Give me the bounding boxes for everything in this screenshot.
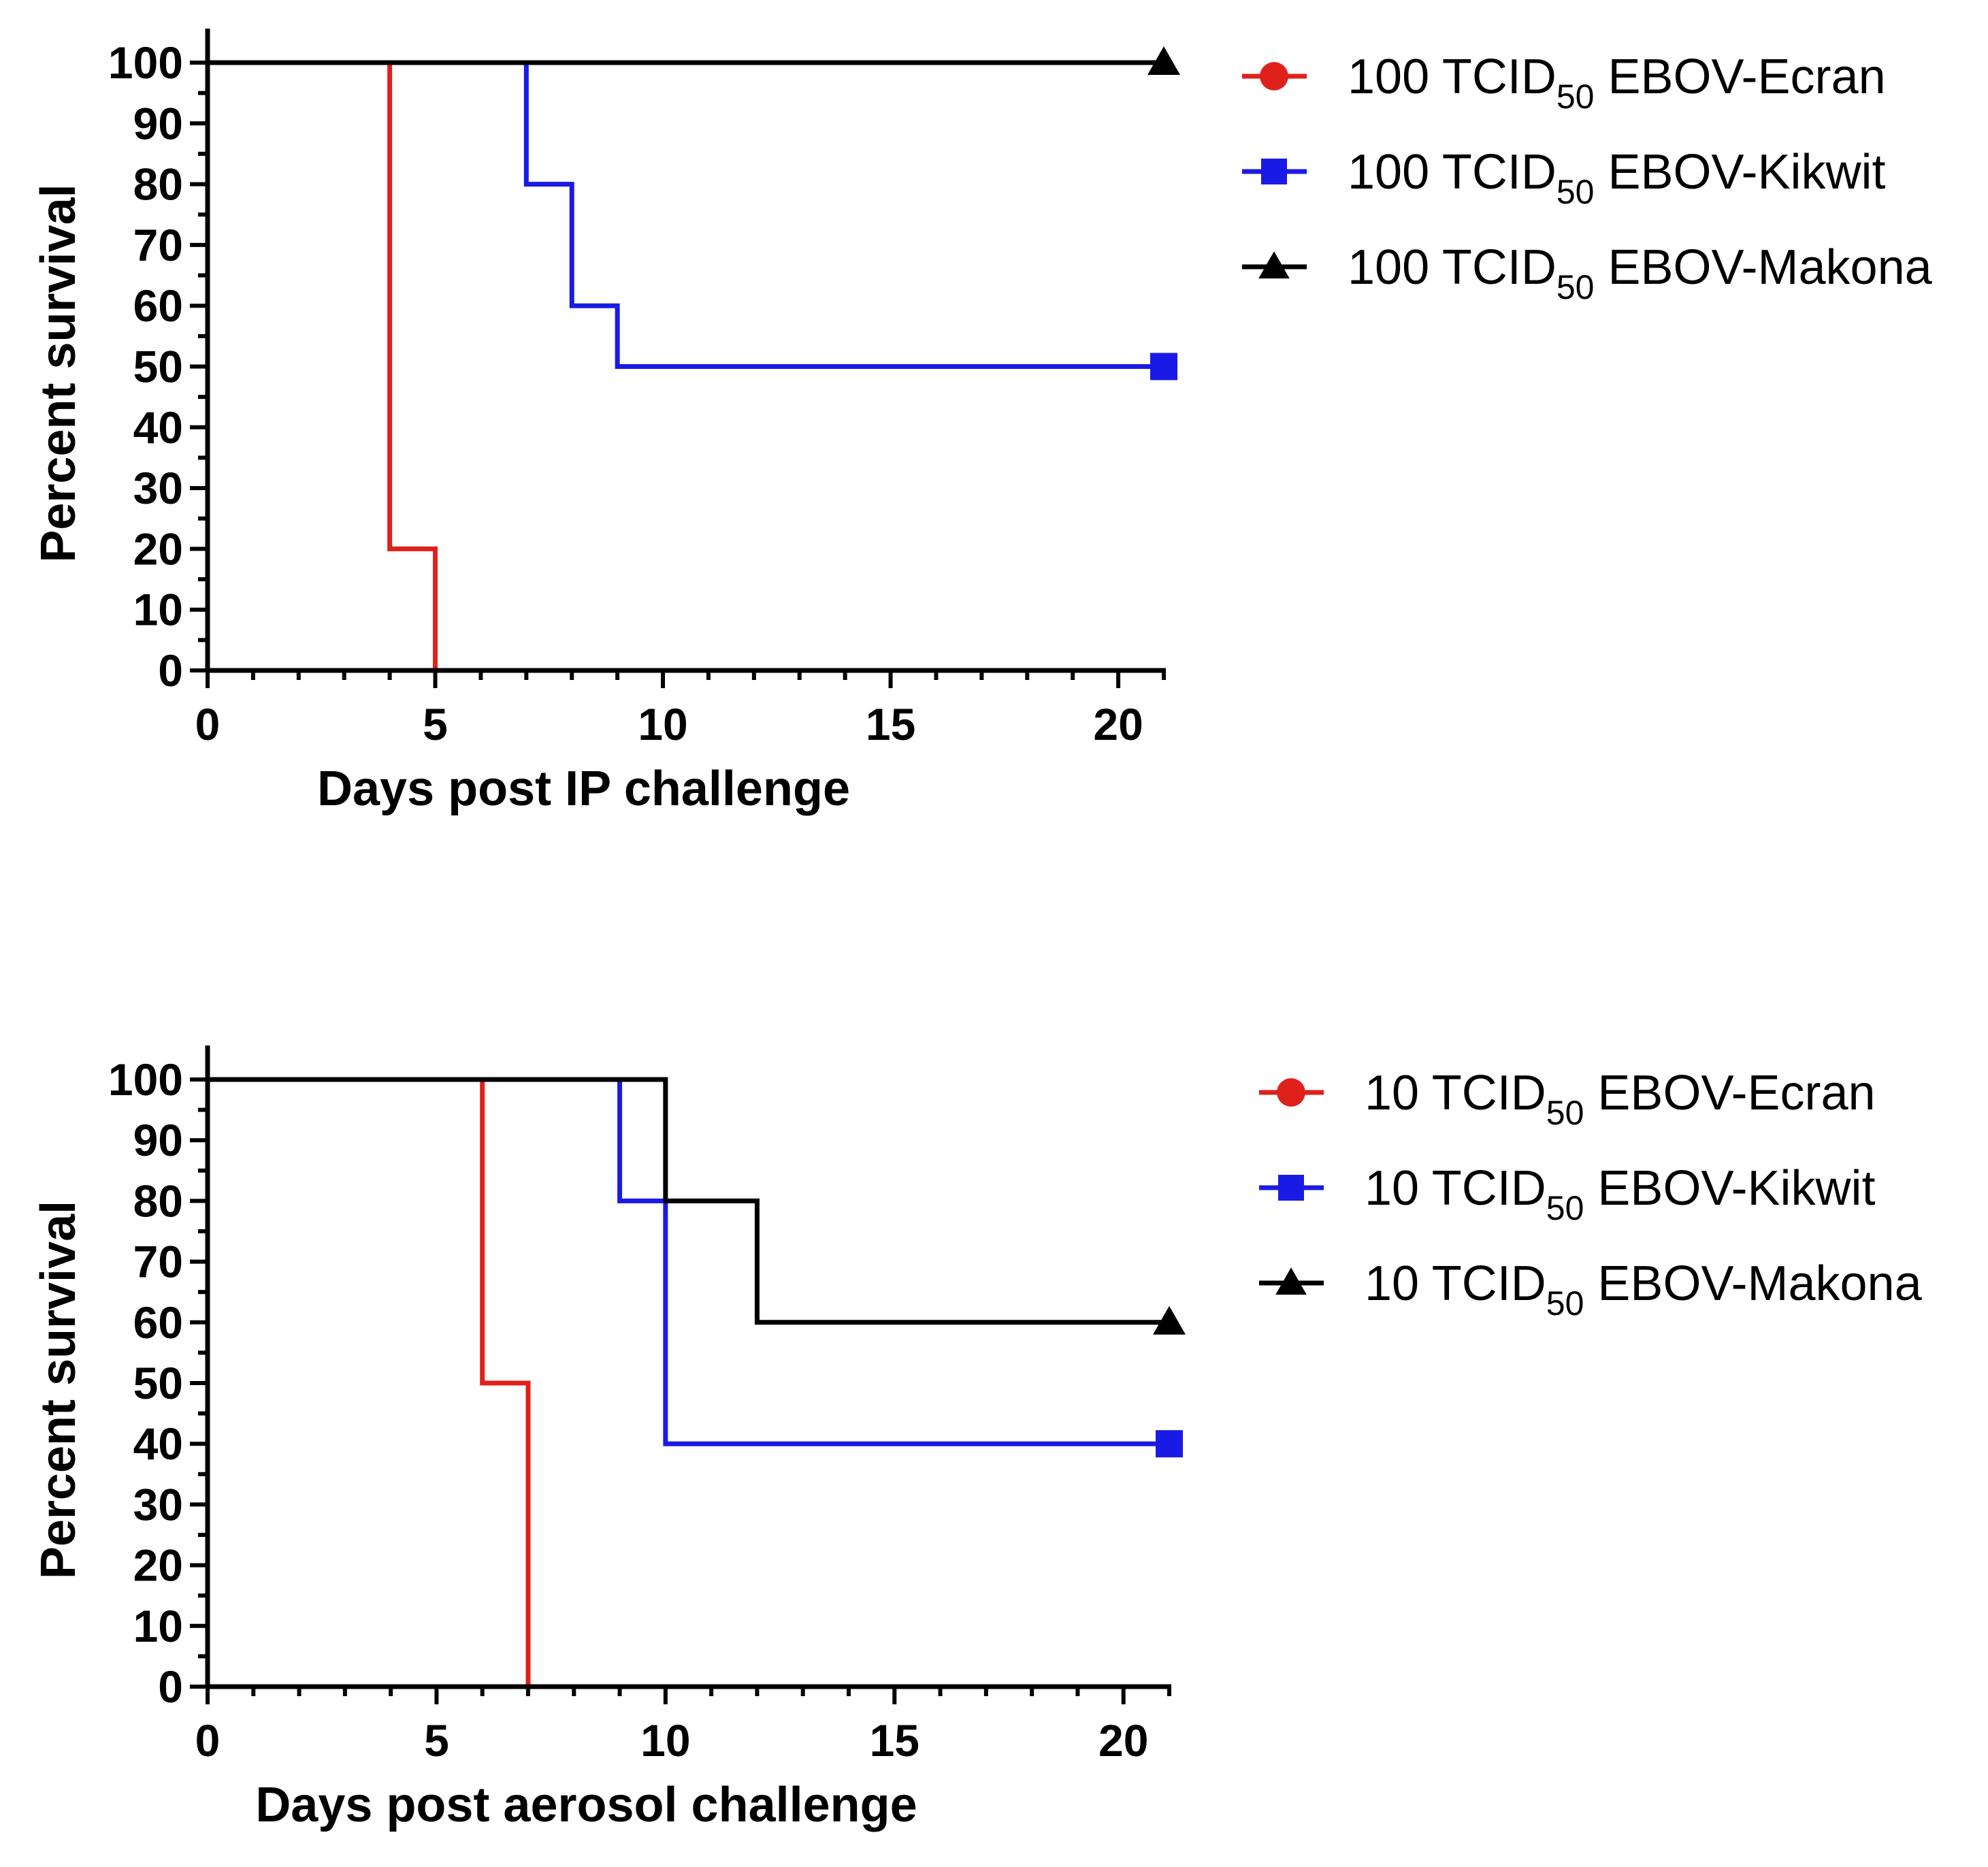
legend-label: 100 TCID50 EBOV-Ecran [1348,50,1886,116]
x-tick-label: 15 [866,699,915,749]
legend-entry: 100 TCID50 EBOV-Kikwit [1242,145,1886,211]
y-tick-label: 90 [133,1115,183,1165]
aerosol-challenge-panel: 0 10 20 30 40 50 60 70 80 90 100 0 5 10 15 20 Days post … [31,1045,1923,1832]
x-tick-label: 5 [423,699,448,749]
y-tick-label: 50 [133,342,183,392]
x-tick-label: 20 [1093,699,1143,749]
y-tick-label: 40 [133,402,183,453]
legend-label-rest: EBOV-Makona [1584,1256,1922,1311]
series-end-triangle-marker [1153,1305,1186,1335]
legend-label-rest: EBOV-Makona [1594,240,1932,295]
legend-label: 10 TCID50 EBOV-Ecran [1365,1066,1876,1132]
x-tick-label: 0 [195,699,221,749]
y-tick-label: 0 [158,645,183,696]
legend-label-main: 10 TCID [1365,1161,1546,1216]
series-line-0 [208,1077,531,1687]
x-axis-title: Days post aerosol challenge [255,1778,917,1832]
series-end-square-marker [1156,1430,1183,1458]
legend-entry: 10 TCID50 EBOV-Ecran [1259,1066,1876,1132]
y-tick-label: 80 [133,159,183,210]
legend-label-subscript: 50 [1557,78,1595,116]
legend-label-main: 10 TCID [1365,1256,1546,1311]
legend-label-subscript: 50 [1546,1189,1584,1227]
legend-label-subscript: 50 [1546,1094,1584,1132]
series-line-1 [208,1077,1169,1446]
legend-label-main: 100 TCID [1348,145,1557,199]
legend-label-subscript: 50 [1557,268,1595,306]
legend-entry: 10 TCID50 EBOV-Makona [1259,1256,1923,1322]
legend-label-subscript: 50 [1557,173,1595,211]
y-tick-label: 40 [133,1418,183,1469]
y-tick-label: 30 [133,463,183,513]
legend-label: 10 TCID50 EBOV-Makona [1365,1256,1923,1322]
legend-entry: 100 TCID50 EBOV-Makona [1242,240,1933,306]
legend-label-rest: EBOV-Kikwit [1584,1161,1875,1216]
legend-square-marker [1261,159,1287,184]
x-tick-label: 10 [638,699,687,749]
legend-label-main: 100 TCID [1348,240,1557,295]
legend-square-marker [1278,1175,1304,1201]
y-tick-label: 10 [133,1601,183,1651]
legend-label-main: 10 TCID [1365,1066,1546,1120]
ip-challenge-panel: 0 10 20 30 40 50 60 70 80 90 100 0 5 10 15 20 Days post … [31,29,1933,816]
y-tick-label: 10 [133,585,183,635]
legend-circle-marker [1260,62,1288,91]
y-tick-label: 20 [133,523,183,574]
legend-label-subscript: 50 [1546,1284,1584,1322]
y-axis-title: Percent survival [31,1201,86,1579]
legend-entry: 10 TCID50 EBOV-Kikwit [1259,1161,1876,1227]
y-tick-label: 70 [133,1237,183,1287]
x-tick-label: 20 [1098,1715,1148,1766]
legend-label-rest: EBOV-Kikwit [1594,145,1885,199]
legend-label: 10 TCID50 EBOV-Kikwit [1365,1161,1876,1227]
legend-label: 100 TCID50 EBOV-Makona [1348,240,1933,306]
y-tick-label: 0 [158,1661,183,1712]
y-tick-label: 70 [133,220,183,270]
x-tick-label: 15 [870,1715,919,1766]
y-tick-label: 50 [133,1358,183,1408]
x-tick-label: 5 [424,1715,449,1766]
series-line-0 [208,60,438,670]
legend-label: 100 TCID50 EBOV-Kikwit [1348,145,1886,211]
x-tick-label: 10 [640,1715,690,1766]
series-end-square-marker [1150,353,1177,380]
y-tick-label: 90 [133,98,183,148]
y-tick-label: 60 [133,280,183,331]
x-tick-label: 0 [195,1715,221,1766]
legend-label-rest: EBOV-Ecran [1584,1066,1875,1120]
legend-triangle-marker [1275,1267,1307,1295]
y-tick-label: 100 [108,1054,183,1105]
y-tick-label: 80 [133,1175,183,1226]
series-line-1 [208,60,1164,369]
series-line-2 [208,1077,1169,1325]
legend-label-rest: EBOV-Ecran [1594,50,1885,104]
legend-entry: 100 TCID50 EBOV-Ecran [1242,50,1886,116]
y-tick-label: 30 [133,1479,183,1529]
y-axis-title: Percent survival [31,184,86,562]
series-end-triangle-marker [1147,46,1180,75]
legend-triangle-marker [1258,251,1290,279]
y-tick-label: 60 [133,1297,183,1348]
legend-label-main: 100 TCID [1348,50,1557,104]
y-tick-label: 20 [133,1540,183,1591]
x-axis-title: Days post IP challenge [317,762,850,816]
legend-circle-marker [1277,1078,1305,1107]
y-tick-label: 100 [108,37,183,88]
